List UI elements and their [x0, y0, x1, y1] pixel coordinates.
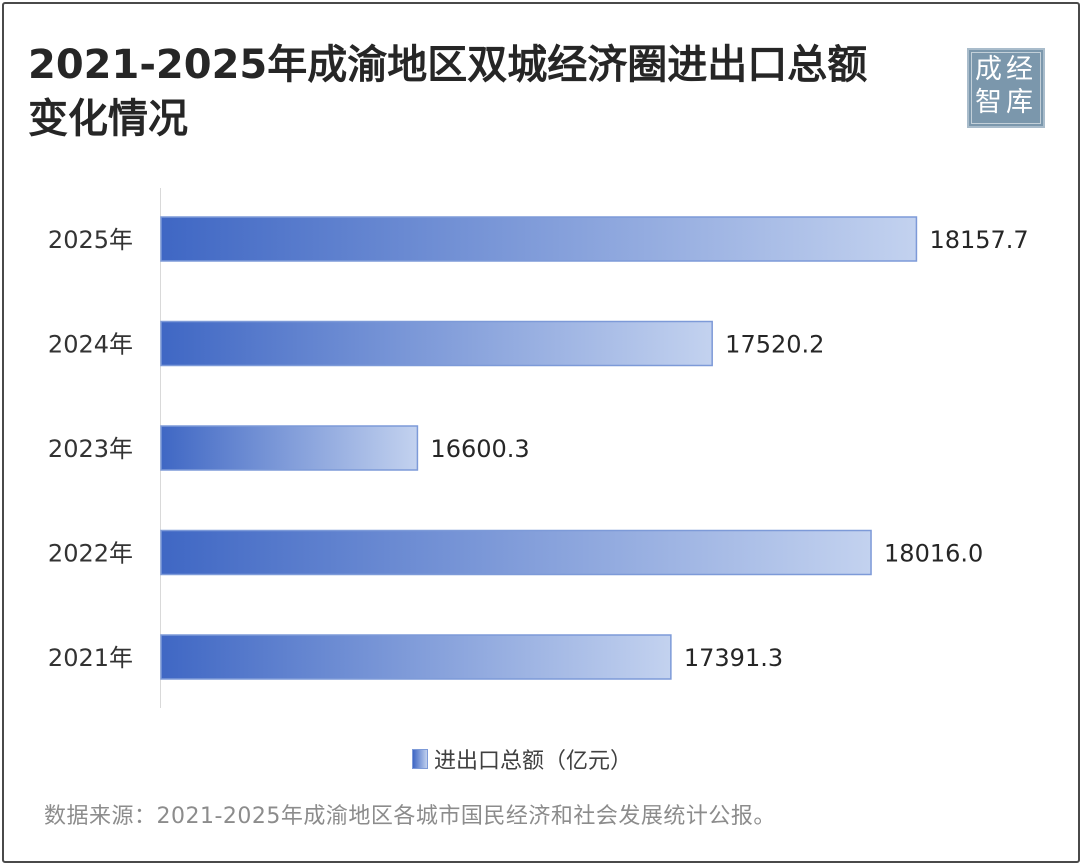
value-label-5: 17391.3 [684, 644, 783, 672]
value-label-1: 18157.7 [929, 226, 1028, 254]
legend-label: 进出口总额（亿元） [434, 749, 633, 774]
category-label-5: 2021年 [48, 644, 133, 672]
legend: 进出口总额（亿元） [412, 744, 632, 774]
bar-5 [160, 634, 672, 680]
category-label-1: 2025年 [48, 226, 133, 254]
bar-1 [160, 216, 918, 262]
category-label-2: 2024年 [48, 331, 133, 359]
legend-swatch [412, 749, 428, 769]
bar-2 [160, 320, 713, 367]
bar-4 [160, 529, 872, 576]
bar-3 [160, 425, 419, 471]
value-label-3: 16600.3 [430, 435, 529, 463]
brand-stamp-logo: 成 经 智 库 [967, 48, 1045, 128]
category-label-4: 2022年 [48, 540, 133, 568]
value-label-2: 17520.2 [725, 331, 824, 359]
stamp-char-1: 成 [975, 54, 1002, 85]
category-label-3: 2023年 [48, 435, 133, 463]
stamp-char-2: 经 [1006, 54, 1033, 85]
data-source-note: 数据来源：2021-2025年成渝地区各城市国民经济和社会发展统计公报。 [44, 804, 776, 829]
chart-title-line-2: 变化情况 [28, 96, 188, 142]
chart-title-line-1: 2021-2025年成渝地区双城经济圈进出口总额 [28, 42, 868, 88]
stamp-char-3: 智 [975, 87, 1002, 118]
value-label-4: 18016.0 [884, 540, 983, 568]
chart-title: 2021-2025年成渝地区双城经济圈进出口总额 变化情况 [28, 38, 928, 146]
stamp-char-4: 库 [1006, 87, 1033, 118]
